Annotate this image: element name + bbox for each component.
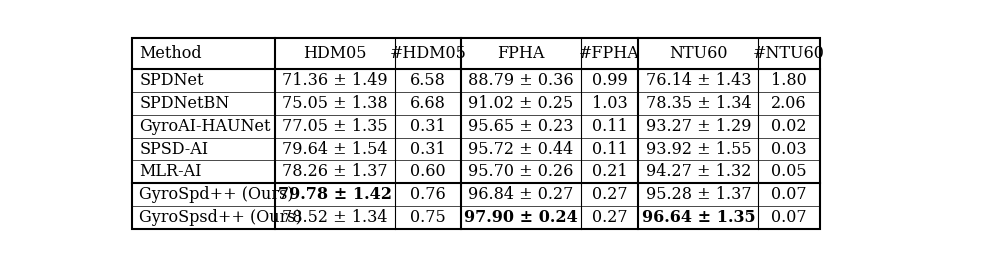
Text: 76.14 ± 1.43: 76.14 ± 1.43 xyxy=(646,72,751,89)
Text: #HDM05: #HDM05 xyxy=(390,45,467,62)
Text: 6.68: 6.68 xyxy=(410,95,446,112)
Text: #FPHA: #FPHA xyxy=(579,45,640,62)
Text: MLR-AI: MLR-AI xyxy=(140,163,201,180)
Text: 77.05 ± 1.35: 77.05 ± 1.35 xyxy=(282,118,388,135)
Text: 0.75: 0.75 xyxy=(410,209,446,226)
Text: GyroSpd++ (Ours): GyroSpd++ (Ours) xyxy=(140,186,294,203)
Text: 0.76: 0.76 xyxy=(410,186,446,203)
Text: 97.90 ± 0.24: 97.90 ± 0.24 xyxy=(464,209,577,226)
Text: HDM05: HDM05 xyxy=(303,45,367,62)
Text: GyroAI-HAUNet: GyroAI-HAUNet xyxy=(140,118,271,135)
Text: 1.80: 1.80 xyxy=(772,72,807,89)
Bar xyxy=(133,38,820,229)
Text: 0.11: 0.11 xyxy=(591,140,627,158)
Text: 78.26 ± 1.37: 78.26 ± 1.37 xyxy=(282,163,388,180)
Text: 95.72 ± 0.44: 95.72 ± 0.44 xyxy=(468,140,573,158)
Text: 0.05: 0.05 xyxy=(772,163,807,180)
Text: 0.03: 0.03 xyxy=(772,140,807,158)
Text: 93.27 ± 1.29: 93.27 ± 1.29 xyxy=(646,118,751,135)
Text: 79.78 ± 1.42: 79.78 ± 1.42 xyxy=(278,186,392,203)
Text: 71.36 ± 1.49: 71.36 ± 1.49 xyxy=(282,72,388,89)
Text: SPDNet: SPDNet xyxy=(140,72,203,89)
Text: 95.70 ± 0.26: 95.70 ± 0.26 xyxy=(468,163,573,180)
Text: 0.99: 0.99 xyxy=(591,72,627,89)
Text: 2.06: 2.06 xyxy=(772,95,807,112)
Text: 0.02: 0.02 xyxy=(772,118,807,135)
Text: 0.27: 0.27 xyxy=(591,209,627,226)
Text: 6.58: 6.58 xyxy=(410,72,446,89)
Text: 96.84 ± 0.27: 96.84 ± 0.27 xyxy=(468,186,573,203)
Text: 0.60: 0.60 xyxy=(410,163,446,180)
Text: 91.02 ± 0.25: 91.02 ± 0.25 xyxy=(468,95,573,112)
Text: 79.64 ± 1.54: 79.64 ± 1.54 xyxy=(282,140,388,158)
Text: 1.03: 1.03 xyxy=(591,95,627,112)
Text: 0.11: 0.11 xyxy=(591,118,627,135)
Text: 93.92 ± 1.55: 93.92 ± 1.55 xyxy=(645,140,751,158)
Text: FPHA: FPHA xyxy=(497,45,544,62)
Text: 95.28 ± 1.37: 95.28 ± 1.37 xyxy=(645,186,751,203)
Text: NTU60: NTU60 xyxy=(669,45,728,62)
Text: Method: Method xyxy=(140,45,202,62)
Text: #NTU60: #NTU60 xyxy=(753,45,826,62)
Text: 0.21: 0.21 xyxy=(591,163,627,180)
Text: SPSD-AI: SPSD-AI xyxy=(140,140,208,158)
Text: 0.07: 0.07 xyxy=(772,209,807,226)
Text: 88.79 ± 0.36: 88.79 ± 0.36 xyxy=(468,72,573,89)
Text: 96.64 ± 1.35: 96.64 ± 1.35 xyxy=(641,209,755,226)
Text: 94.27 ± 1.32: 94.27 ± 1.32 xyxy=(646,163,751,180)
Text: SPDNetBN: SPDNetBN xyxy=(140,95,229,112)
Text: 0.31: 0.31 xyxy=(410,118,446,135)
Text: 0.31: 0.31 xyxy=(410,140,446,158)
Text: GyroSpsd++ (Ours): GyroSpsd++ (Ours) xyxy=(140,209,302,226)
Text: 95.65 ± 0.23: 95.65 ± 0.23 xyxy=(468,118,573,135)
Text: 78.52 ± 1.34: 78.52 ± 1.34 xyxy=(282,209,388,226)
Text: 0.27: 0.27 xyxy=(591,186,627,203)
Text: 0.07: 0.07 xyxy=(772,186,807,203)
Text: 78.35 ± 1.34: 78.35 ± 1.34 xyxy=(645,95,751,112)
Text: 75.05 ± 1.38: 75.05 ± 1.38 xyxy=(282,95,388,112)
